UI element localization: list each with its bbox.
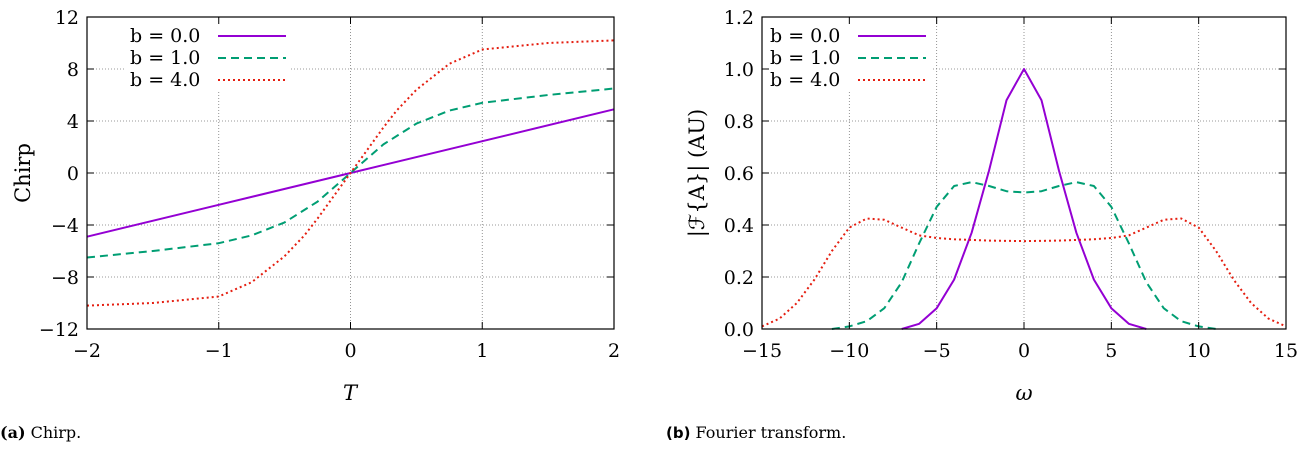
x-tick-label-a-3: 1: [476, 340, 488, 362]
legend-b-label-1: b = 1.0: [770, 47, 840, 69]
x-tick-label-a-1: −1: [205, 340, 233, 362]
ticks-b: −15 −10 −5 0 5 10 15 0.0 0.2 0.4 0.6 0.8 1.0 1.2: [724, 7, 1298, 362]
series-b-2: [761, 217, 1287, 328]
x-tick-label-b-1: −10: [829, 340, 869, 362]
series-a-1: [86, 87, 615, 259]
y-tick-label-a-5: 8: [67, 59, 79, 81]
caption-a: (a) Chirp.: [0, 423, 81, 442]
caption-a-text: Chirp.: [31, 423, 82, 442]
legend-b-label-0: b = 0.0: [770, 25, 840, 47]
x-tick-label-b-0: −15: [742, 340, 782, 362]
legend-a-label-0: b = 0.0: [130, 25, 200, 47]
y-tick-label-a-2: −4: [51, 215, 79, 237]
series-group-b: [761, 68, 1287, 330]
x-tick-label-b-3: 0: [1018, 340, 1030, 362]
panel-b: b = 0.0 b = 1.0 b = 4.0 −15 −10 −5 0 5 10 15 0.…: [666, 7, 1298, 442]
caption-b-panel: (b): [666, 424, 690, 442]
y-tick-label-a-3: 0: [67, 163, 79, 185]
x-tick-label-b-4: 5: [1105, 340, 1117, 362]
x-tick-label-a-2: 0: [344, 340, 356, 362]
x-tick-label-a-4: 2: [608, 340, 620, 362]
y-tick-label-b-5: 1.0: [724, 59, 754, 81]
panel-a: b = 0.0 b = 1.0 b = 4.0 −2 −1 0 1 2−12−8−404…: [0, 7, 620, 442]
y-tick-label-a-4: 4: [67, 111, 79, 133]
legend-b: b = 0.0 b = 1.0 b = 4.0: [766, 18, 932, 91]
x-tick-label-b-5: 10: [1187, 340, 1211, 362]
series-a-2: [86, 39, 615, 307]
x-tick-label-b-2: −5: [923, 340, 951, 362]
caption-a-panel: (a): [0, 423, 26, 442]
y-tick-label-b-2: 0.4: [724, 215, 754, 237]
y-tick-label-a-1: −8: [51, 267, 79, 289]
series-b-0: [901, 68, 1147, 330]
y-axis-label-a: Chirp: [11, 143, 35, 203]
x-tick-label-b-6: 15: [1274, 340, 1298, 362]
series-group-a: [86, 39, 615, 307]
x-tick-label-a-0: −2: [73, 340, 101, 362]
x-axis-label-b: ω: [1015, 381, 1032, 405]
y-tick-label-a-6: 12: [55, 7, 79, 29]
legend-a-bg: [124, 18, 290, 90]
y-tick-label-a-0: −12: [39, 319, 79, 341]
y-tick-label-b-4: 0.8: [724, 111, 754, 133]
legend-b-bg: [766, 18, 932, 90]
y-tick-label-b-6: 1.2: [724, 7, 754, 29]
legend-b-label-2: b = 4.0: [770, 69, 840, 91]
series-b-1: [831, 181, 1217, 330]
y-tick-label-b-0: 0.0: [724, 319, 754, 341]
y-axis-label-b: |ℱ{A}| (AU): [685, 109, 710, 237]
legend-a-label-1: b = 1.0: [130, 47, 200, 69]
y-tick-label-b-1: 0.2: [724, 267, 754, 289]
y-tick-label-b-3: 0.6: [724, 163, 754, 185]
x-axis-label-a: T: [343, 381, 359, 405]
caption-b: (b) Fourier transform.: [666, 423, 846, 442]
legend-a: b = 0.0 b = 1.0 b = 4.0: [124, 18, 290, 91]
caption-b-text: Fourier transform.: [696, 423, 847, 442]
legend-a-label-2: b = 4.0: [130, 69, 200, 91]
